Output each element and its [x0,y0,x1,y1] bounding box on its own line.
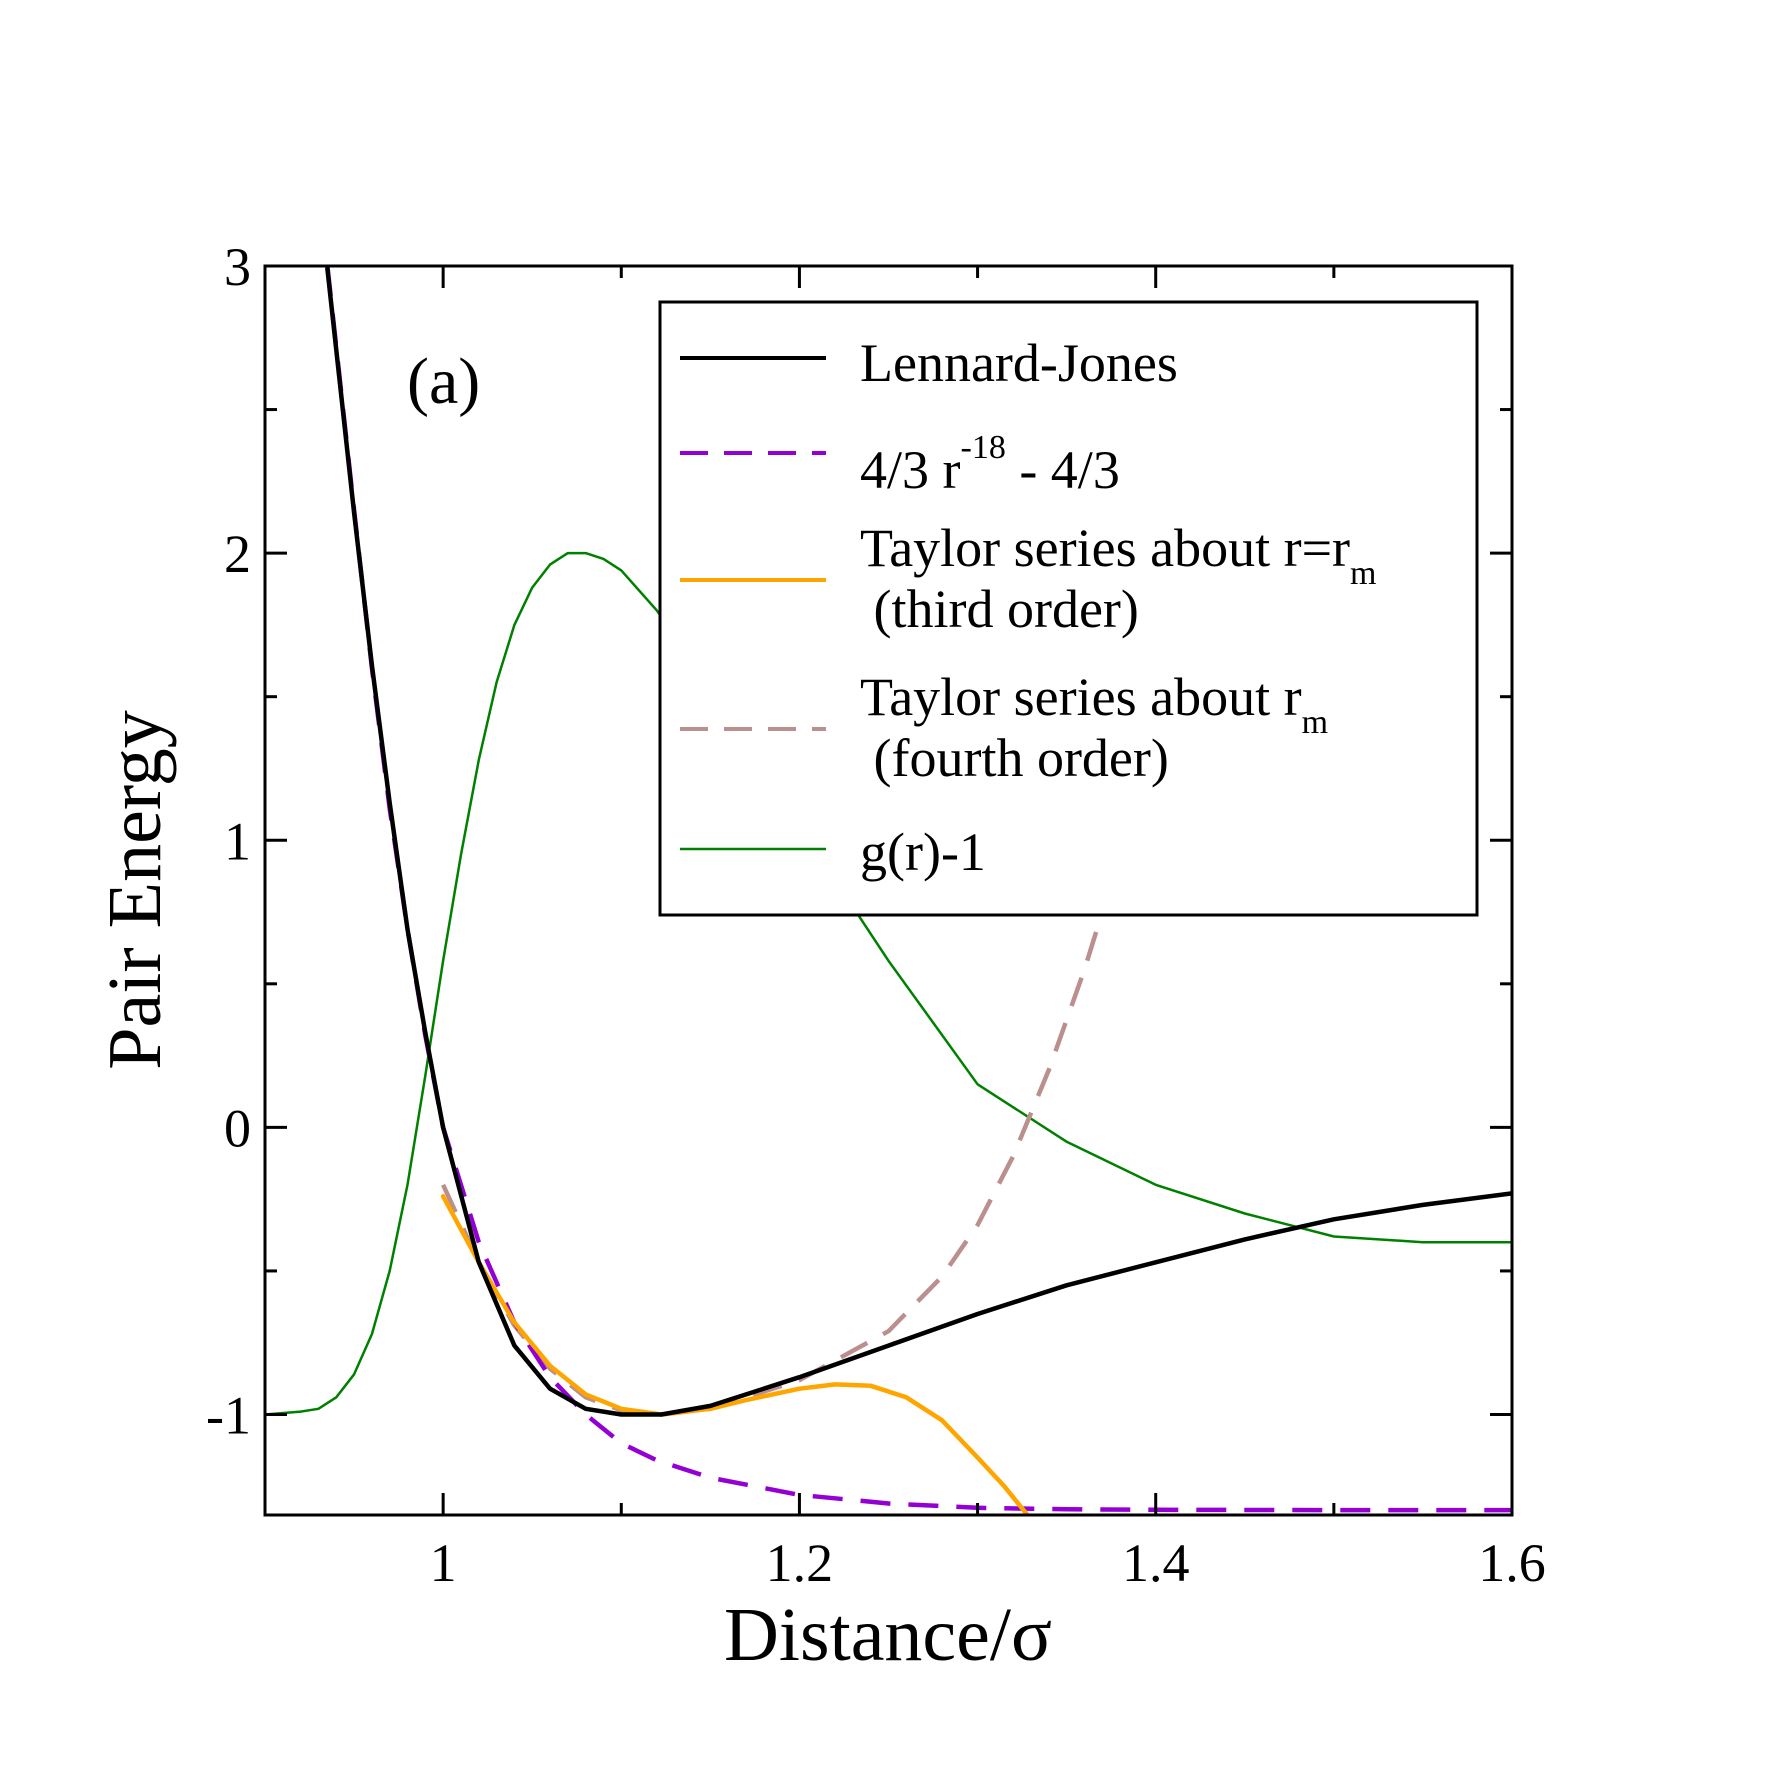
y-tick-label: 2 [224,524,251,584]
y-axis-title: Pair Energy [93,710,177,1070]
legend-label-taylor-third: Taylor series about r=rm [860,518,1376,592]
plot-frame [263,264,1514,1517]
panel-label: (a) [407,345,480,418]
legend-taylor-third-sub: m [1350,555,1376,592]
y-tick-label: 1 [224,811,251,871]
y-tick-label: 3 [224,237,251,297]
legend-taylor-third-main: Taylor series about r=r [860,518,1350,578]
series-layer [265,266,1512,1515]
x-tick-label: 1.4 [1122,1533,1190,1593]
y-tick-label: 0 [224,1098,251,1158]
legend: Lennard-Jones 4/3 r-18 - 4/3 Taylor seri… [658,300,1479,917]
legend-r18-tail: - 4/3 [1006,440,1120,500]
series-line-4 [265,551,1512,1416]
tick-layer: 1 1.2 1.4 1.6 -1 0 1 2 3 [206,237,1546,1593]
legend-label-taylor-fourth: Taylor series about rm [860,667,1328,741]
legend-label-gr: g(r)-1 [860,822,986,882]
legend-r18-sup: -18 [961,429,1006,466]
legend-label-lennard-jones: Lennard-Jones [860,333,1178,393]
x-tick-label: 1.6 [1478,1533,1546,1593]
x-tick-label: 1.2 [766,1533,834,1593]
legend-taylor-fourth-main: Taylor series about r [860,667,1302,727]
legend-label-r18: 4/3 r-18 - 4/3 [860,429,1120,500]
series-line-0 [325,266,1512,1417]
x-axis-title: Distance/σ [724,1593,1052,1677]
x-tick-label: 1 [430,1533,457,1593]
legend-r18-main: 4/3 r [860,440,961,500]
legend-taylor-fourth-sub: m [1302,704,1328,741]
legend-box [658,300,1479,917]
series-line-3 [441,853,1123,1417]
y-tick-label: -1 [206,1386,251,1446]
legend-label-taylor-fourth-line2: (fourth order) [860,728,1169,788]
legend-label-taylor-third-line2: (third order) [860,579,1139,639]
series-line-2 [440,1194,1030,1515]
